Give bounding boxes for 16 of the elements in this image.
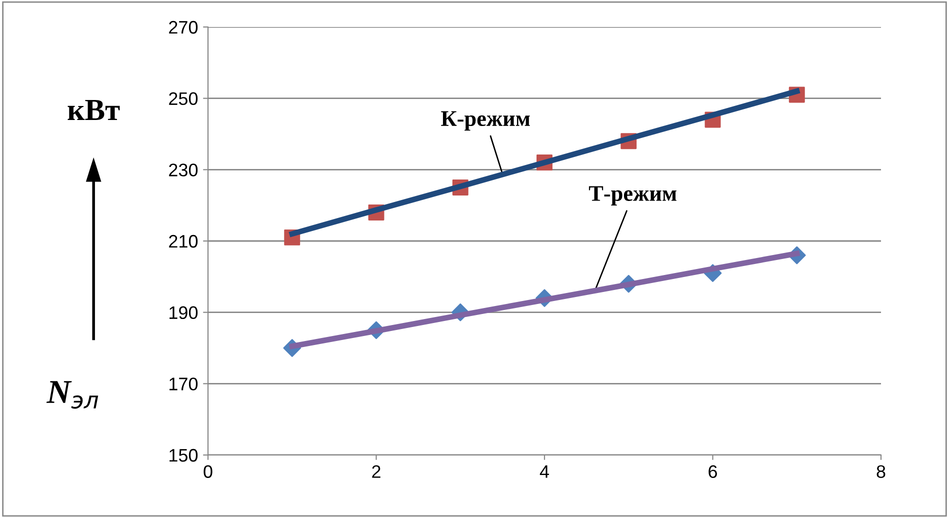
text: Т-режим — [588, 186, 676, 206]
y-tick-label: 170 — [170, 378, 198, 390]
y-tick-label: 250 — [169, 92, 198, 106]
x-tick-label: 0 — [204, 465, 212, 478]
y-tick-label: 210 — [169, 234, 198, 248]
y-tick-label: 270 — [169, 20, 198, 34]
y-tick-label: 190 — [170, 306, 198, 320]
text: кВт — [68, 100, 120, 120]
y-tick-label: 150 — [170, 448, 198, 462]
x-tick-label: 6 — [708, 465, 717, 478]
y-tick-label: 230 — [169, 164, 198, 176]
x-tick-label: 2 — [372, 465, 380, 478]
x-tick-label: 8 — [876, 465, 886, 478]
x-tick-label: 4 — [540, 465, 549, 478]
series-label: К-режим — [441, 111, 530, 131]
y-axis-title: N$_{эл}$ — [46, 381, 98, 409]
